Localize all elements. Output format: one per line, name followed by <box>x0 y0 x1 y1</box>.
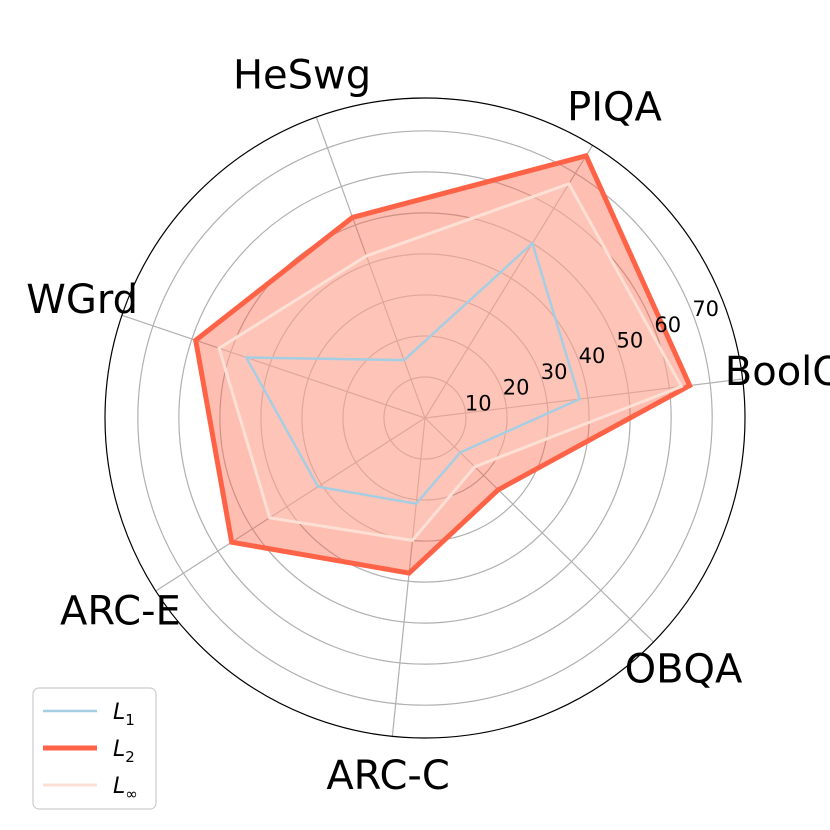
grid-spoke <box>315 116 426 419</box>
series-line-L1 <box>244 240 582 506</box>
legend-label: L2 <box>113 737 135 766</box>
grid-circle <box>178 171 672 665</box>
series-line-L∞ <box>217 181 684 543</box>
r-tick-label: 10 <box>465 391 492 415</box>
r-tick-label: 20 <box>503 376 530 400</box>
legend: L1 L2 L∞ <box>32 687 157 810</box>
radar-series <box>192 152 693 576</box>
series-fill-L∞ <box>219 183 682 541</box>
legend-label: L∞ <box>113 774 138 803</box>
category-label: BoolQ <box>725 349 830 395</box>
series-fill-L2 <box>195 155 690 574</box>
category-label: ARC-C <box>326 753 449 799</box>
r-tick-label: 60 <box>654 313 681 337</box>
grid-circle <box>260 253 590 583</box>
grid-circle <box>301 294 549 542</box>
r-tick-label: 50 <box>617 329 644 353</box>
category-label: OBQA <box>625 646 743 692</box>
grid-spoke <box>155 417 426 592</box>
legend-label: L1 <box>113 700 135 729</box>
category-label: PIQA <box>567 85 662 131</box>
r-tick-label: 70 <box>692 297 719 321</box>
r-tick-label: 30 <box>541 360 568 384</box>
series-line-L2 <box>192 152 693 576</box>
category-labels: BoolQ PIQA HeSwg WGrd ARC-E ARC-C OBQA <box>26 53 830 800</box>
category-label: ARC-E <box>60 589 181 635</box>
grid-spoke <box>424 417 654 643</box>
category-label: WGrd <box>26 277 138 323</box>
r-tick-label: 40 <box>579 344 606 368</box>
grid-spoke <box>121 314 426 419</box>
radial-tick-labels: 10 20 30 40 50 60 70 <box>465 297 719 415</box>
grid-circle <box>383 376 467 460</box>
category-label: HeSwg <box>233 53 371 99</box>
grid-circle <box>342 335 508 501</box>
grid-circle <box>137 130 713 706</box>
grid-spoke <box>424 145 594 419</box>
grid-spoke <box>391 417 426 737</box>
outer-frame <box>104 97 746 739</box>
